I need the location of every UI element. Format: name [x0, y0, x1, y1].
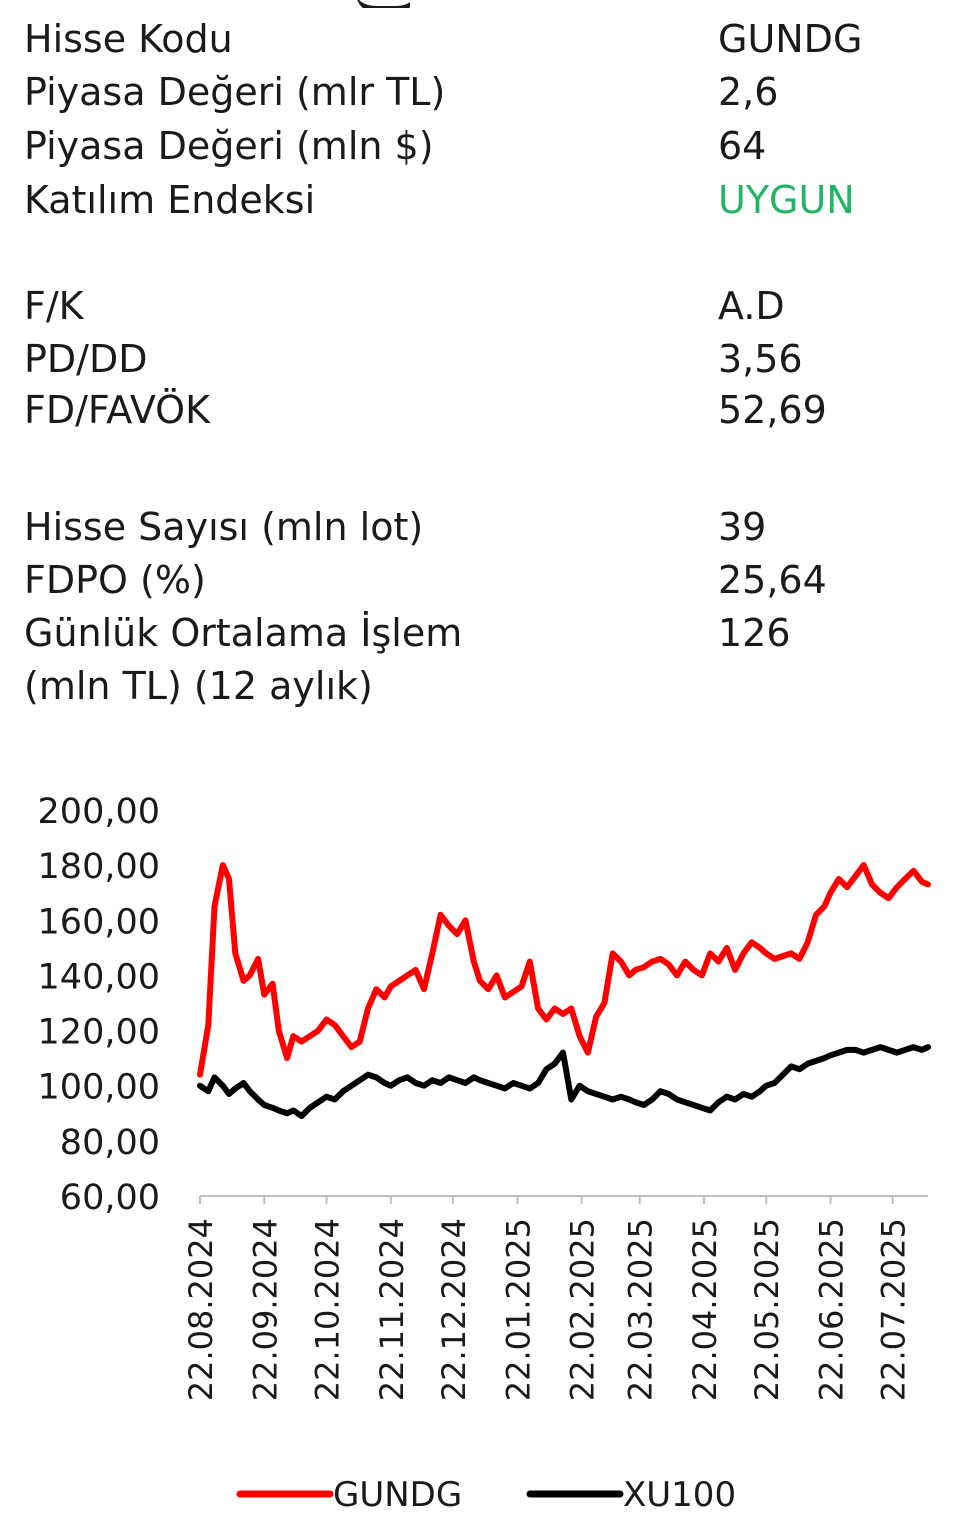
x-tick-label: 22.07.2025	[875, 1218, 913, 1401]
x-tick-label: 22.04.2025	[686, 1218, 724, 1401]
x-tick-label: 22.06.2025	[813, 1218, 851, 1401]
x-tick-label: 22.10.2024	[309, 1218, 347, 1401]
stat-value: 2,6	[718, 70, 779, 114]
series-line-gundg	[197, 862, 931, 1078]
price-chart: 60,00 80,00 100,00 120,00 140,00 160,00 180,00…	[38, 792, 931, 1515]
stat-label: FDPO (%)	[24, 558, 206, 602]
stat-row: PD/DD 3,56	[0, 332, 960, 386]
series-line-xu100	[197, 1044, 931, 1119]
stat-label-line2: (mln TL) (12 aylık)	[24, 664, 373, 708]
stat-row: Piyasa Değeri (mln $) 64	[0, 119, 960, 173]
legend-label: XU100	[623, 1475, 736, 1515]
stat-value: UYGUN	[718, 178, 855, 222]
x-tick-label: 22.12.2024	[435, 1218, 473, 1401]
y-tick-label: 160,00	[38, 902, 160, 942]
x-tick-label: 22.01.2025	[499, 1218, 537, 1401]
stat-label: Hisse Sayısı (mln lot)	[24, 505, 424, 549]
stat-row: Hisse Sayısı (mln lot) 39	[0, 500, 960, 554]
x-tick-label: 22.05.2025	[748, 1218, 786, 1401]
y-tick-label: 200,00	[38, 792, 160, 832]
stat-row: FD/FAVÖK 52,69	[0, 383, 960, 437]
stat-label: Katılım Endeksi	[24, 178, 316, 222]
x-tick-label: 22.11.2024	[373, 1218, 411, 1401]
stat-value: 52,69	[718, 388, 827, 432]
y-tick-label: 100,00	[38, 1068, 160, 1108]
stat-row: Hisse Kodu GUNDG	[0, 12, 960, 66]
stat-label: Piyasa Değeri (mlr TL)	[24, 70, 446, 114]
y-tick-label: 120,00	[38, 1013, 160, 1053]
stat-label: PD/DD	[24, 337, 148, 381]
stat-label: FD/FAVÖK	[24, 388, 211, 432]
title-fragment	[330, 0, 410, 8]
stat-value: GUNDG	[718, 17, 863, 61]
stat-label: Hisse Kodu	[24, 17, 233, 61]
legend-label: GUNDG	[333, 1475, 462, 1515]
stat-value: 25,64	[718, 558, 827, 602]
stat-row-continued: (mln TL) (12 aylık)	[0, 659, 960, 713]
y-tick-label: 60,00	[60, 1178, 160, 1218]
stat-row: Piyasa Değeri (mlr TL) 2,6	[0, 65, 960, 119]
stat-row: F/K A.D	[0, 279, 960, 333]
stat-value: 126	[718, 611, 791, 655]
y-tick-label: 80,00	[60, 1123, 160, 1163]
stat-label: Günlük Ortalama İşlem	[24, 611, 463, 655]
stat-value: 39	[718, 505, 767, 549]
stat-label: Piyasa Değeri (mln $)	[24, 124, 434, 168]
stat-label: F/K	[24, 284, 84, 328]
x-tick-label: 22.09.2024	[246, 1218, 284, 1401]
y-tick-label: 180,00	[38, 847, 160, 887]
y-tick-label: 140,00	[38, 957, 160, 997]
x-tick-label: 22.02.2025	[564, 1218, 602, 1401]
x-tick-label: 22.08.2024	[182, 1218, 220, 1401]
stat-value: A.D	[718, 284, 785, 328]
stat-row: Günlük Ortalama İşlem 126	[0, 606, 960, 660]
stat-row: Katılım Endeksi UYGUN	[0, 173, 960, 227]
stat-value: 64	[718, 124, 767, 168]
stat-value: 3,56	[718, 337, 803, 381]
stat-row: FDPO (%) 25,64	[0, 553, 960, 607]
x-tick-label: 22.03.2025	[622, 1218, 660, 1401]
